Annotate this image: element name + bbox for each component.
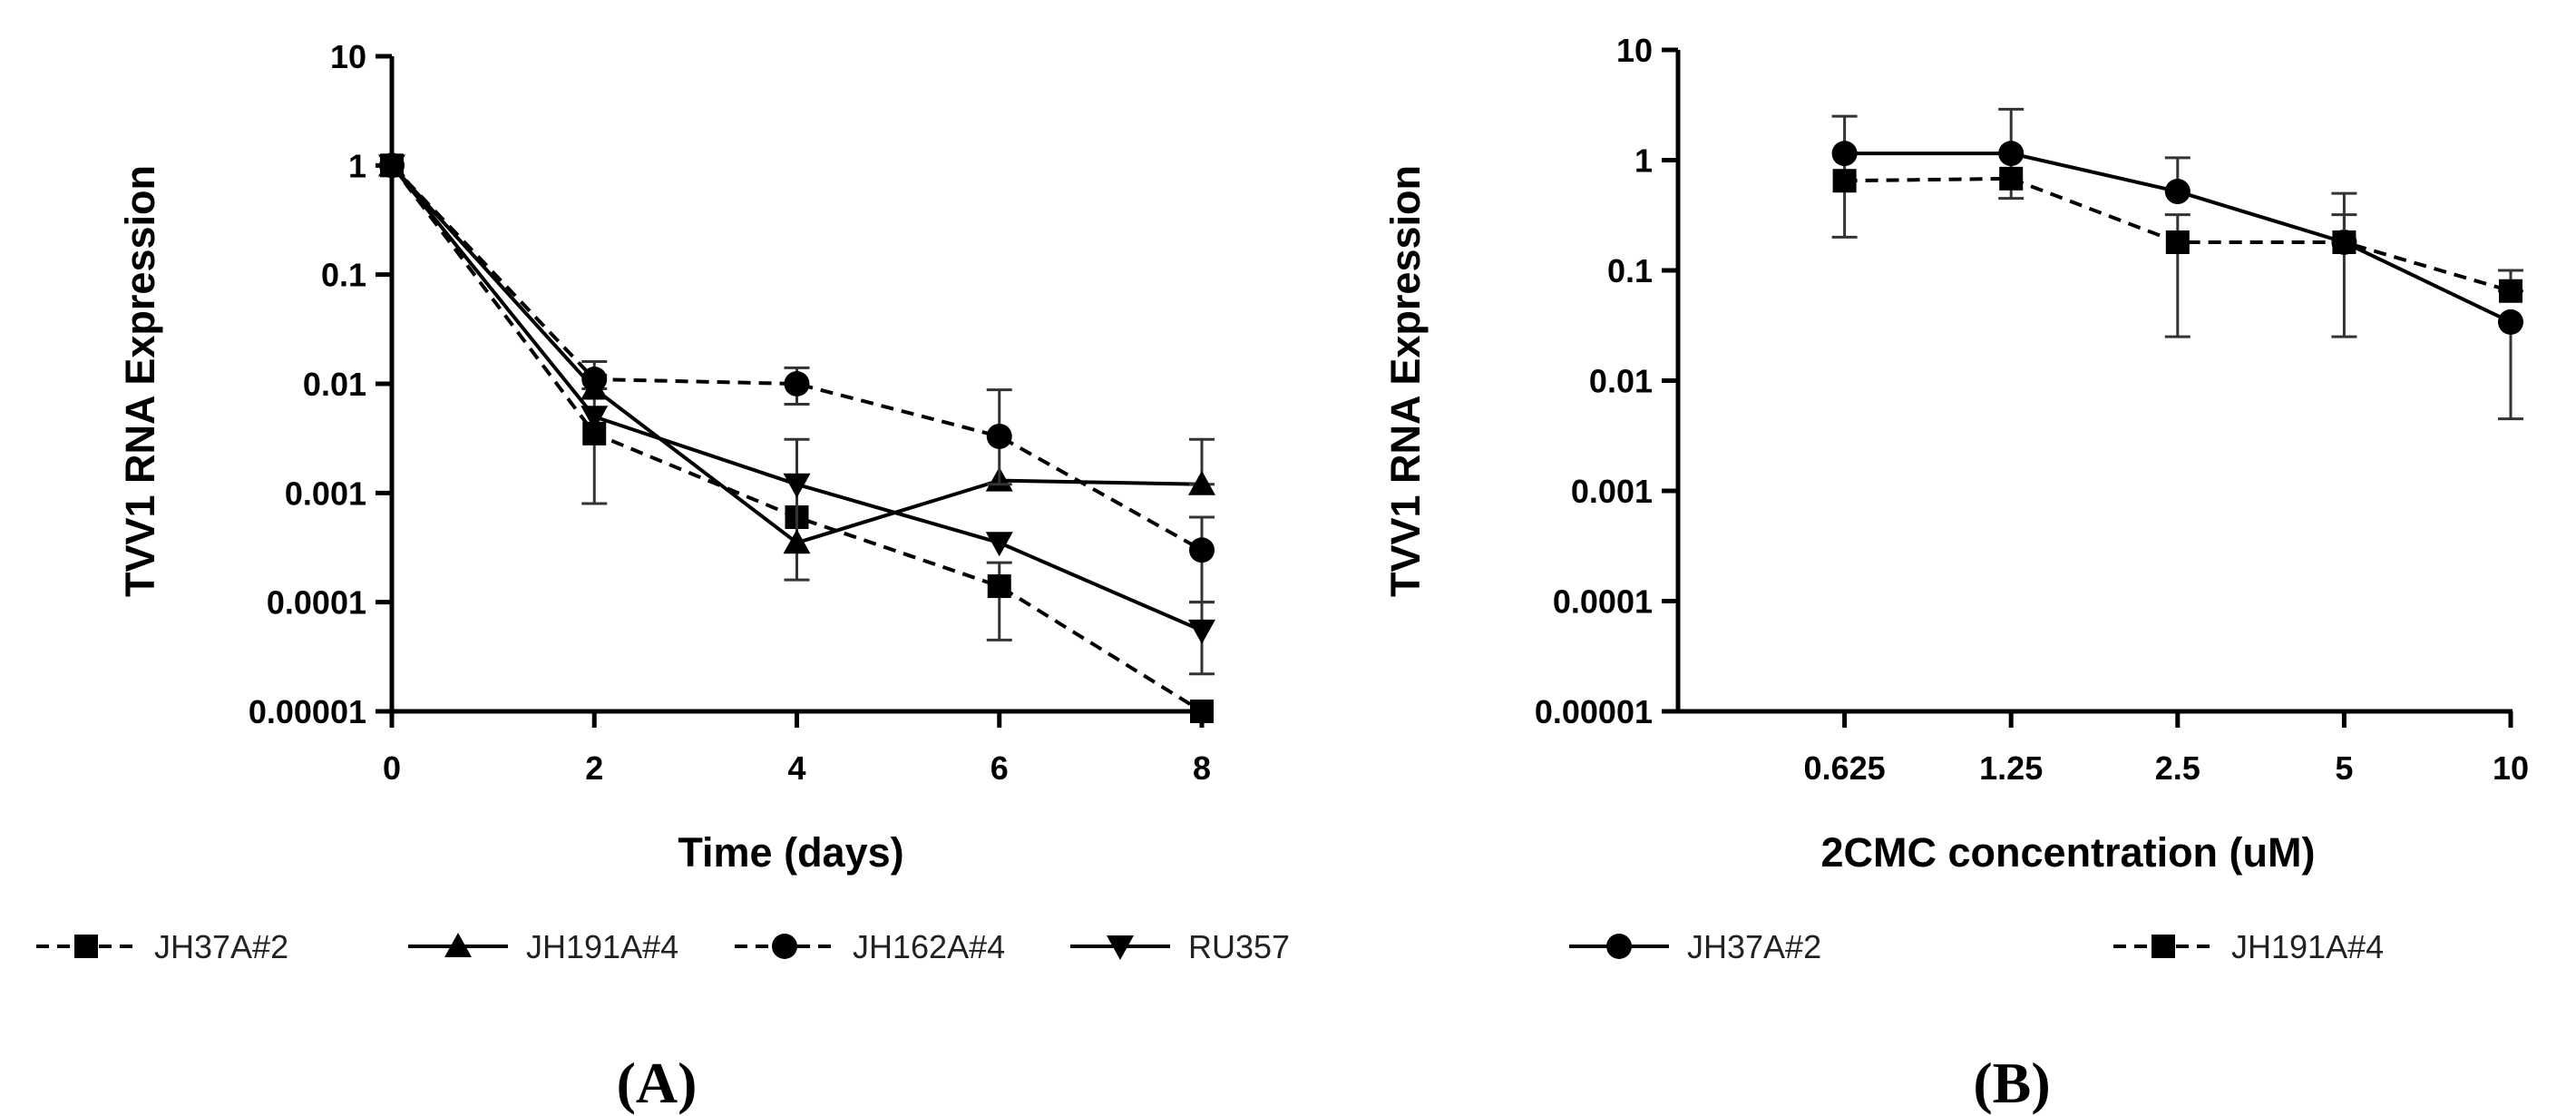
panel-a-series-jh191a-4 [378,152,1215,582]
panel-a-y-tick-label: 0.1 [321,257,366,294]
panel-a-legend: JH37A#2 JH191A#4 JH162A#4 RU357 [36,928,1290,965]
panel-b-legend: JH37A#2 JH191A#4 [1569,928,2384,965]
panel-a-legend-label: JH37A#2 [154,928,288,965]
panel-a-legend-item-jh162a-4: JH162A#4 [735,928,1005,965]
panel-b-data-point [2498,308,2523,335]
panel-a-legend-label: RU357 [1188,928,1290,965]
panel-a-data-point [581,367,608,393]
panel-b-data-point [2165,230,2190,254]
panel-a-data-point [784,371,810,396]
panel-b-y-tick-label: 0.0001 [1553,583,1653,621]
panel-a-data-point [985,532,1013,557]
panel-b-x-tick-label: 2.5 [2155,749,2200,787]
panel-b-legend-item-jh37a-2: JH37A#2 [1569,928,1821,965]
panel-b-legend-label: JH191A#4 [2231,928,2384,965]
panel-a-x-tick-label: 2 [585,749,603,787]
panel-a-legend-marker [444,933,472,957]
panel-a-y-tick-label: 1 [348,147,366,184]
panel-a-legend-label: JH162A#4 [853,928,1005,965]
panel-b-legend-label: JH37A#2 [1687,928,1821,965]
panel-a-y-tick-label: 0.01 [303,366,366,403]
panel-a-legend-label: JH191A#4 [526,928,678,965]
panel-b-legend-marker [1606,934,1632,959]
panel-b-series-jh191a-4 [1832,166,2523,338]
panel-a-label: (A) [617,1051,698,1115]
panel-a-data-point [1188,470,1215,495]
panel-a-y-tick-label: 0.0001 [267,584,366,622]
panel-a-data-point [378,154,405,180]
panel-a-legend-marker [1107,935,1134,960]
panel-a-legend-item-jh191a-4: JH191A#4 [408,928,678,965]
panel-b-data-point [2499,279,2522,303]
panel-a-x-tick-label: 8 [1193,749,1211,787]
panel-a-x-axis-title: Time (days) [678,829,903,876]
panel-a-y-tick-label: 10 [330,38,366,75]
panel-b-chart: 10 1 0.1 0.01 0.001 0.0001 0.00001 0.625 1.25 2.5… [1382,32,2529,1115]
panel-b-y-tick-label: 0.1 [1607,252,1653,289]
panel-a-y-tick-label: 0.001 [285,475,366,512]
panel-a-legend-item-jh37a-2: JH37A#2 [36,928,288,965]
panel-a-y-tick-label: 0.00001 [249,693,366,730]
panel-a-x-tick-label: 6 [990,749,1009,787]
panel-a-series-line [390,163,1203,552]
panel-a-data-point [986,423,1012,449]
panel-b-data-point [1831,141,1858,167]
panel-a-y-axis-title: TVV1 RNA Expression [117,165,163,597]
panel-a-legend-item-ru357: RU357 [1070,928,1290,965]
panel-a-data-point [783,473,811,498]
panel-b-legend-item-jh191a-4: JH191A#4 [2113,928,2384,965]
panel-a-series-ru357 [378,154,1215,676]
panel-b-x-tick-label: 1.25 [1979,749,2043,787]
panel-b-y-tick-label: 0.01 [1589,363,1653,400]
panel-b-x-tick-label: 0.625 [1804,749,1886,787]
panel-b-x-axis-title: 2CMC concentration (uM) [1821,829,2316,876]
panel-b-data-point [1999,166,2024,191]
panel-b-label: (B) [1973,1051,2050,1115]
panel-b-x-tick-label: 10 [2493,749,2529,787]
panel-a-legend-marker [74,935,98,958]
panel-b-data-point [2164,179,2191,205]
panel-a-x-tick-label: 0 [383,749,401,787]
panel-b-y-tick-label: 0.00001 [1535,693,1653,730]
panel-a-data-point [987,574,1011,599]
panel-b-y-tick-label: 0.001 [1571,473,1653,510]
panel-a-x-tick-label: 4 [787,749,805,787]
panel-b-data-point [2332,230,2356,254]
panel-a-legend-marker [772,934,797,959]
panel-a-data-point [581,406,609,431]
panel-a-chart: 10 1 0.1 0.01 0.001 0.0001 0.00001 0 2 4 6 8 TVV1 R… [117,38,1215,1115]
panel-b-y-axis-title: TVV1 RNA Expression [1382,165,1429,597]
panel-b-data-point [1832,169,1857,193]
panel-b-y-tick-label: 1 [1634,142,1653,180]
panel-a-data-point [1190,700,1214,723]
panel-b-y-tick-label: 10 [1616,32,1653,69]
panel-a-data-point [1189,537,1215,563]
panel-b-data-point [1998,141,2025,167]
panel-b-x-tick-label: 5 [2335,749,2353,787]
panel-a-data-point [783,529,811,554]
panel-a-data-point [1188,619,1215,644]
panel-b-legend-marker [2152,935,2175,958]
